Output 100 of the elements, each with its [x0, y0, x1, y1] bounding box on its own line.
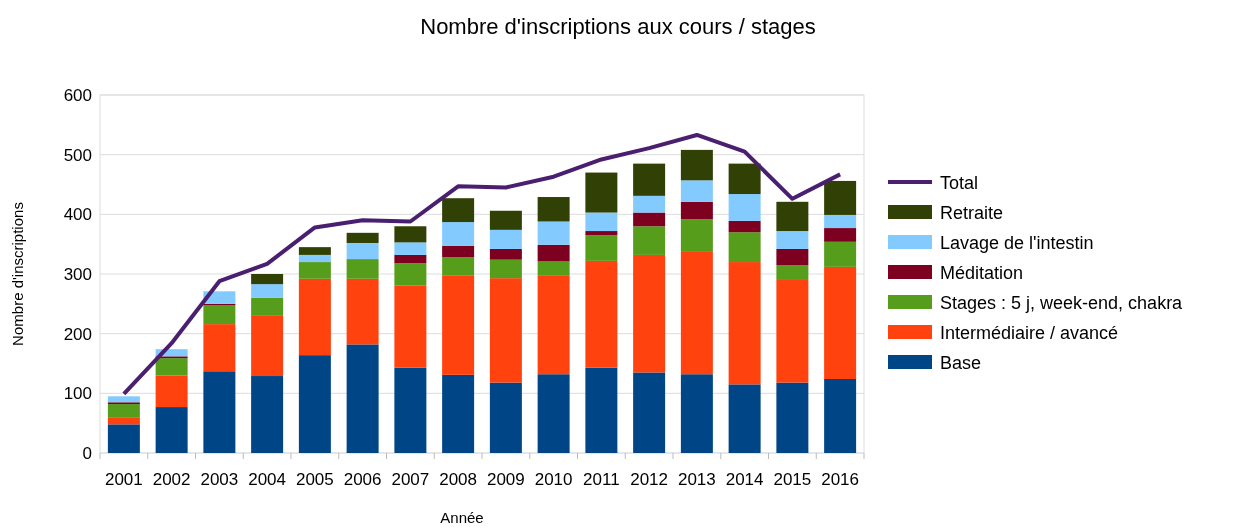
bar	[298, 254, 331, 263]
x-tick-label: 2013	[677, 470, 716, 489]
bar	[489, 278, 522, 383]
bar	[442, 275, 475, 375]
x-tick-label: 2014	[725, 470, 764, 489]
bar	[680, 374, 713, 453]
bar	[346, 232, 379, 243]
x-tick-label: 2012	[630, 470, 669, 489]
bar	[585, 231, 618, 236]
bar	[442, 257, 475, 276]
bar	[346, 344, 379, 453]
bar	[298, 247, 331, 255]
legend-label: Lavage de l'intestin	[940, 233, 1094, 253]
bar	[346, 259, 379, 279]
y-tick-label: 500	[63, 145, 92, 165]
bar	[728, 163, 761, 195]
bar	[824, 228, 857, 242]
bar	[776, 201, 809, 232]
bar	[155, 407, 188, 453]
x-tick-label: 2007	[391, 470, 430, 489]
x-tick-label: 2010	[534, 470, 573, 489]
legend-label: Base	[940, 353, 982, 373]
bar	[633, 226, 666, 255]
bar	[394, 242, 427, 255]
bar	[680, 201, 713, 220]
bar	[728, 220, 761, 233]
legend-label: Retraite	[940, 203, 1004, 223]
bar	[537, 374, 570, 453]
bar	[203, 371, 236, 453]
line-series	[121, 132, 843, 396]
bar	[776, 382, 809, 453]
y-tick-label: 0	[82, 444, 92, 463]
chart-title: Nombre d'inscriptions aux cours / stages	[420, 14, 816, 39]
bar	[680, 180, 713, 202]
bar	[489, 382, 522, 453]
bar	[394, 226, 427, 243]
bar	[489, 229, 522, 249]
bar	[203, 324, 236, 372]
x-tick-label: 2002	[152, 470, 191, 489]
bar	[442, 198, 475, 223]
x-tick-label: 2003	[200, 470, 239, 489]
legend-label: Total	[940, 173, 979, 193]
bar	[824, 266, 857, 380]
bar	[251, 297, 284, 316]
bar	[537, 221, 570, 245]
y-tick-label: 200	[63, 324, 92, 344]
bar	[776, 248, 809, 266]
bar	[442, 374, 475, 453]
x-tick-label: 2006	[343, 470, 382, 489]
x-tick-label: 2005	[295, 470, 334, 489]
bar	[680, 251, 713, 375]
y-axis-title: Nombre d'inscriptions	[9, 202, 26, 346]
bar	[537, 275, 570, 375]
bar	[394, 367, 427, 453]
bar	[394, 263, 427, 286]
bar	[633, 372, 666, 453]
x-tick-label: 2009	[486, 470, 525, 489]
bar	[537, 261, 570, 276]
y-tick-label: 600	[63, 86, 92, 105]
bar	[442, 222, 475, 246]
bar	[251, 376, 284, 453]
bar	[728, 262, 761, 385]
bar	[298, 262, 331, 279]
bar	[585, 260, 618, 368]
bar	[824, 241, 857, 267]
bar	[776, 231, 809, 249]
x-tick-label: 2001	[104, 470, 143, 489]
bar	[155, 375, 188, 408]
bar	[346, 278, 379, 345]
bar	[489, 248, 522, 260]
bar	[824, 379, 857, 453]
bar	[728, 232, 761, 263]
bar	[251, 315, 284, 377]
bar	[203, 305, 236, 325]
bar	[680, 219, 713, 252]
legend-label: Méditation	[940, 263, 1024, 283]
bar	[537, 197, 570, 222]
x-tick-label: 2015	[773, 470, 812, 489]
bar	[633, 212, 666, 227]
bar	[824, 214, 857, 229]
legend-label: Intermédiaire / avancé	[940, 323, 1119, 343]
y-tick-label: 400	[63, 205, 92, 225]
bar	[680, 149, 713, 181]
x-tick-label: 2008	[439, 470, 478, 489]
bar	[633, 195, 666, 213]
bar	[107, 424, 140, 453]
bar	[585, 172, 618, 213]
bar	[155, 358, 188, 376]
bar	[728, 384, 761, 453]
bar	[298, 355, 331, 453]
bar	[489, 259, 522, 279]
bar	[251, 274, 284, 285]
bar	[394, 254, 427, 264]
bar	[251, 284, 284, 298]
bar	[633, 163, 666, 196]
x-tick-label: 2011	[583, 470, 620, 489]
bar	[107, 417, 140, 425]
bar	[776, 265, 809, 280]
bar	[107, 404, 140, 418]
x-tick-label: 2004	[248, 470, 287, 489]
